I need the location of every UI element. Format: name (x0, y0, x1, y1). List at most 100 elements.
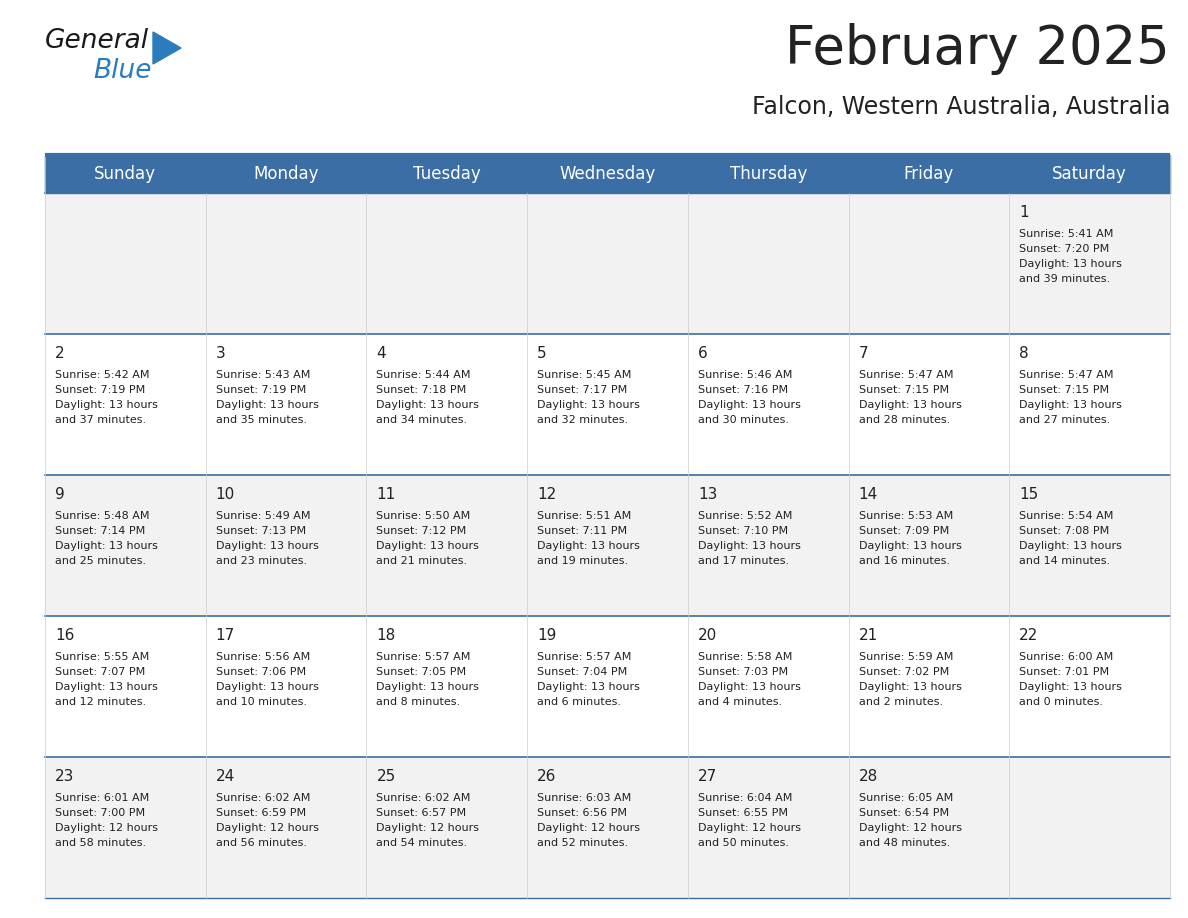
Text: and 32 minutes.: and 32 minutes. (537, 415, 628, 425)
Bar (688, 475, 848, 616)
Text: and 30 minutes.: and 30 minutes. (697, 415, 789, 425)
Text: Sunrise: 6:01 AM: Sunrise: 6:01 AM (55, 793, 150, 803)
Bar (206, 155, 366, 193)
Text: 19: 19 (537, 628, 556, 643)
Text: Sunset: 7:16 PM: Sunset: 7:16 PM (697, 385, 788, 395)
Text: 11: 11 (377, 487, 396, 502)
Bar (366, 193, 527, 334)
Text: and 16 minutes.: and 16 minutes. (859, 556, 949, 565)
Text: and 48 minutes.: and 48 minutes. (859, 838, 950, 848)
Text: and 37 minutes.: and 37 minutes. (55, 415, 146, 425)
Text: and 23 minutes.: and 23 minutes. (216, 556, 307, 565)
Text: Sunset: 7:19 PM: Sunset: 7:19 PM (55, 385, 145, 395)
Text: 3: 3 (216, 346, 226, 361)
Text: Daylight: 13 hours: Daylight: 13 hours (537, 400, 640, 409)
Text: Daylight: 13 hours: Daylight: 13 hours (55, 541, 158, 551)
Bar (527, 757, 688, 898)
Text: Sunrise: 5:44 AM: Sunrise: 5:44 AM (377, 370, 470, 380)
Text: Daylight: 13 hours: Daylight: 13 hours (1019, 682, 1123, 692)
Text: Sunset: 7:08 PM: Sunset: 7:08 PM (1019, 526, 1110, 536)
Text: Sunset: 7:15 PM: Sunset: 7:15 PM (1019, 385, 1110, 395)
Text: Sunset: 7:03 PM: Sunset: 7:03 PM (697, 666, 788, 677)
Bar (1010, 193, 1170, 334)
Text: Sunset: 7:15 PM: Sunset: 7:15 PM (859, 385, 949, 395)
Text: Falcon, Western Australia, Australia: Falcon, Western Australia, Australia (752, 95, 1170, 119)
Text: and 19 minutes.: and 19 minutes. (537, 556, 628, 565)
Text: Sunset: 7:04 PM: Sunset: 7:04 PM (537, 666, 627, 677)
Text: Sunset: 6:55 PM: Sunset: 6:55 PM (697, 808, 788, 818)
Bar (848, 757, 1010, 898)
Text: Sunrise: 6:02 AM: Sunrise: 6:02 AM (377, 793, 470, 803)
Text: Sunrise: 6:04 AM: Sunrise: 6:04 AM (697, 793, 792, 803)
Text: Sunrise: 5:51 AM: Sunrise: 5:51 AM (537, 510, 631, 521)
Text: 21: 21 (859, 628, 878, 643)
Bar (1010, 475, 1170, 616)
Bar (848, 616, 1010, 757)
Text: and 52 minutes.: and 52 minutes. (537, 838, 628, 848)
Text: and 25 minutes.: and 25 minutes. (55, 556, 146, 565)
Text: 8: 8 (1019, 346, 1029, 361)
Text: Daylight: 13 hours: Daylight: 13 hours (859, 400, 961, 409)
Bar (45, 757, 206, 898)
Text: Sunrise: 5:52 AM: Sunrise: 5:52 AM (697, 510, 792, 521)
Text: Sunrise: 5:50 AM: Sunrise: 5:50 AM (377, 510, 470, 521)
Text: Friday: Friday (904, 165, 954, 183)
Bar (1010, 757, 1170, 898)
Bar (527, 193, 688, 334)
Text: February 2025: February 2025 (785, 23, 1170, 75)
Text: and 21 minutes.: and 21 minutes. (377, 556, 468, 565)
Text: Daylight: 13 hours: Daylight: 13 hours (697, 400, 801, 409)
Text: Sunset: 7:17 PM: Sunset: 7:17 PM (537, 385, 627, 395)
Text: Sunset: 7:07 PM: Sunset: 7:07 PM (55, 666, 145, 677)
Text: Sunrise: 6:00 AM: Sunrise: 6:00 AM (1019, 652, 1113, 662)
Bar (45, 155, 206, 193)
Text: 5: 5 (537, 346, 546, 361)
Text: Saturday: Saturday (1053, 165, 1127, 183)
Text: and 34 minutes.: and 34 minutes. (377, 415, 468, 425)
Text: Daylight: 12 hours: Daylight: 12 hours (377, 823, 480, 833)
Text: Sunset: 7:19 PM: Sunset: 7:19 PM (216, 385, 307, 395)
Bar (527, 334, 688, 475)
Bar (366, 155, 527, 193)
Polygon shape (153, 32, 181, 64)
Text: Daylight: 13 hours: Daylight: 13 hours (216, 682, 318, 692)
Text: Daylight: 12 hours: Daylight: 12 hours (859, 823, 961, 833)
Text: and 2 minutes.: and 2 minutes. (859, 697, 943, 707)
Text: Sunrise: 5:43 AM: Sunrise: 5:43 AM (216, 370, 310, 380)
Text: Sunset: 7:10 PM: Sunset: 7:10 PM (697, 526, 788, 536)
Text: Thursday: Thursday (729, 165, 807, 183)
Text: Daylight: 13 hours: Daylight: 13 hours (55, 682, 158, 692)
Text: 28: 28 (859, 769, 878, 784)
Text: Sunrise: 5:53 AM: Sunrise: 5:53 AM (859, 510, 953, 521)
Text: Daylight: 12 hours: Daylight: 12 hours (55, 823, 158, 833)
Text: Sunset: 7:00 PM: Sunset: 7:00 PM (55, 808, 145, 818)
Text: Monday: Monday (253, 165, 318, 183)
Text: Sunrise: 5:46 AM: Sunrise: 5:46 AM (697, 370, 792, 380)
Text: 1: 1 (1019, 205, 1029, 220)
Text: and 12 minutes.: and 12 minutes. (55, 697, 146, 707)
Text: Sunrise: 5:58 AM: Sunrise: 5:58 AM (697, 652, 792, 662)
Text: Sunrise: 5:57 AM: Sunrise: 5:57 AM (537, 652, 632, 662)
Text: 7: 7 (859, 346, 868, 361)
Text: and 58 minutes.: and 58 minutes. (55, 838, 146, 848)
Text: Tuesday: Tuesday (413, 165, 481, 183)
Bar (45, 334, 206, 475)
Text: 16: 16 (55, 628, 75, 643)
Text: 25: 25 (377, 769, 396, 784)
Text: Sunset: 6:59 PM: Sunset: 6:59 PM (216, 808, 305, 818)
Bar (688, 334, 848, 475)
Text: Sunrise: 5:42 AM: Sunrise: 5:42 AM (55, 370, 150, 380)
Bar (366, 475, 527, 616)
Text: Daylight: 13 hours: Daylight: 13 hours (859, 682, 961, 692)
Text: Daylight: 13 hours: Daylight: 13 hours (216, 541, 318, 551)
Bar (527, 475, 688, 616)
Text: 27: 27 (697, 769, 718, 784)
Bar (688, 757, 848, 898)
Text: and 4 minutes.: and 4 minutes. (697, 697, 782, 707)
Bar (45, 616, 206, 757)
Text: Sunrise: 6:02 AM: Sunrise: 6:02 AM (216, 793, 310, 803)
Text: Sunrise: 6:05 AM: Sunrise: 6:05 AM (859, 793, 953, 803)
Text: and 8 minutes.: and 8 minutes. (377, 697, 461, 707)
Bar (527, 616, 688, 757)
Text: 12: 12 (537, 487, 556, 502)
